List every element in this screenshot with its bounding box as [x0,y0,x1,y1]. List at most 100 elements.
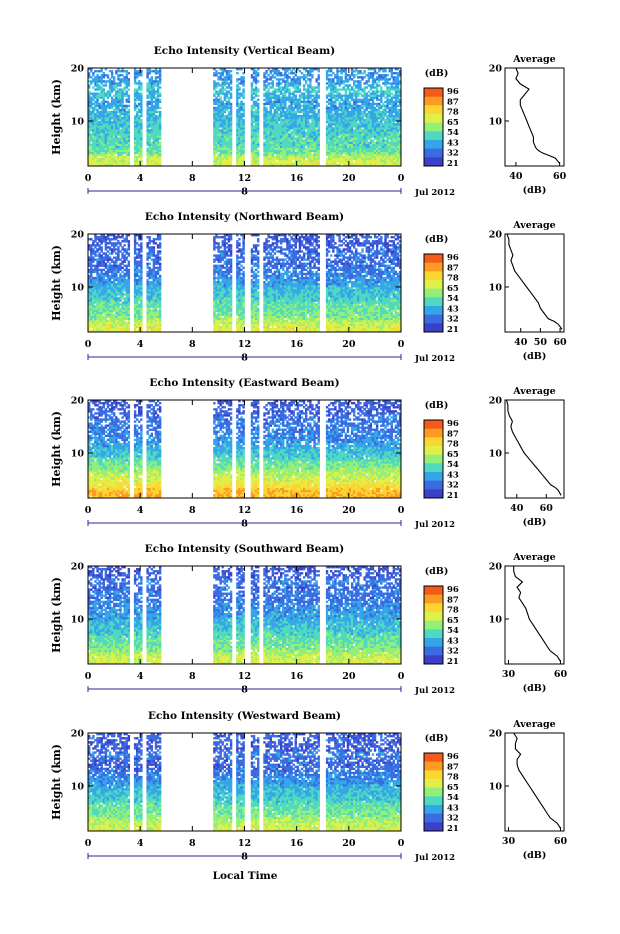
heatmap-cell [265,93,267,95]
heatmap-cell [288,88,290,90]
heatmap-cell [236,160,238,162]
heatmap-cell [361,90,363,92]
heatmap-cell [270,97,272,99]
heatmap-cell [251,156,253,158]
heatmap-cell [395,148,397,150]
heatmap-cell [303,127,305,129]
heatmap-cell [238,123,240,125]
heatmap-cell [94,76,96,78]
heatmap-cell [290,133,292,135]
heatmap-cell [391,113,393,115]
heatmap-cell [359,99,361,101]
heatmap-cell [96,316,98,318]
heatmap-cell [149,70,151,72]
heatmap-cell [274,117,276,119]
heatmap-cell [215,150,217,152]
heatmap-cell [299,90,301,92]
heatmap-cell [334,137,336,139]
heatmap-cell [224,88,226,90]
heatmap-cell [103,76,105,78]
heatmap-cell [318,125,320,127]
heatmap-cell [115,142,117,144]
heatmap-cell [119,133,121,135]
heatmap-cell [149,162,151,164]
heatmap-cell [263,95,265,97]
heatmap-cell [224,99,226,101]
heatmap-cell [318,158,320,160]
heatmap-cell [263,142,265,144]
heatmap-cell [355,117,357,119]
heatmap-cell [388,90,390,92]
heatmap-cell [213,158,215,160]
heatmap-cell [336,146,338,148]
heatmap-cell [159,99,161,101]
heatmap-cell [228,148,230,150]
heatmap-cell [355,152,357,154]
heatmap-cell [301,117,303,119]
heatmap-cell [384,123,386,125]
heatmap-cell [96,244,98,246]
heatmap-cell [101,127,103,129]
heatmap-cell [388,111,390,113]
heatmap-cell [103,265,105,267]
heatmap-cell [267,146,269,148]
heatmap-cell [109,82,111,84]
heatmap-cell [376,72,378,74]
heatmap-cell [146,101,148,103]
heatmap-cell [146,144,148,146]
heatmap-cell [315,133,317,135]
heatmap-cell [307,95,309,97]
heatmap-cell [140,84,142,86]
heatmap-cell [340,111,342,113]
heatmap-cell [96,158,98,160]
heatmap-cell [263,117,265,119]
heatmap-cell [111,148,113,150]
heatmap-cell [253,80,255,82]
heatmap-cell [138,103,140,105]
heatmap-cell [307,148,309,150]
heatmap-cell [149,137,151,139]
heatmap-cell [393,160,395,162]
heatmap-cell [109,142,111,144]
heatmap-cell [366,156,368,158]
heatmap-cell [105,156,107,158]
heatmap-cell [376,90,378,92]
heatmap-cell [263,82,265,84]
heatmap-cell [340,80,342,82]
heatmap-cell [284,93,286,95]
heatmap-cell [313,152,315,154]
heatmap-cell [263,156,265,158]
heatmap-cell [126,113,128,115]
heatmap-cell [318,88,320,90]
heatmap-cell [318,70,320,72]
heatmap-cell [96,328,98,330]
heatmap-cell [107,133,109,135]
heatmap-cell [290,107,292,109]
heatmap-cell [96,271,98,273]
heatmap-cell [366,119,368,121]
heatmap-cell [340,123,342,125]
heatmap-cell [217,78,219,80]
heatmap-cell [96,76,98,78]
heatmap-cell [395,76,397,78]
heatmap-cell [159,142,161,144]
heatmap-cell [368,133,370,135]
heatmap-cell [128,113,130,115]
heatmap-cell [382,105,384,107]
heatmap-cell [101,236,103,238]
heatmap-cell [103,137,105,139]
heatmap-cell [146,123,148,125]
heatmap-cell [332,160,334,162]
heatmap-cell [282,154,284,156]
heatmap-cell [138,137,140,139]
heatmap-cell [363,162,365,164]
heatmap-cell [113,111,115,113]
heatmap-cell [305,90,307,92]
heatmap-cell [94,119,96,121]
heatmap-cell [219,121,221,123]
heatmap-cell [351,150,353,152]
heatmap-cell [361,154,363,156]
heatmap-cell [267,99,269,101]
heatmap-cell [340,82,342,84]
heatmap-cell [115,119,117,121]
